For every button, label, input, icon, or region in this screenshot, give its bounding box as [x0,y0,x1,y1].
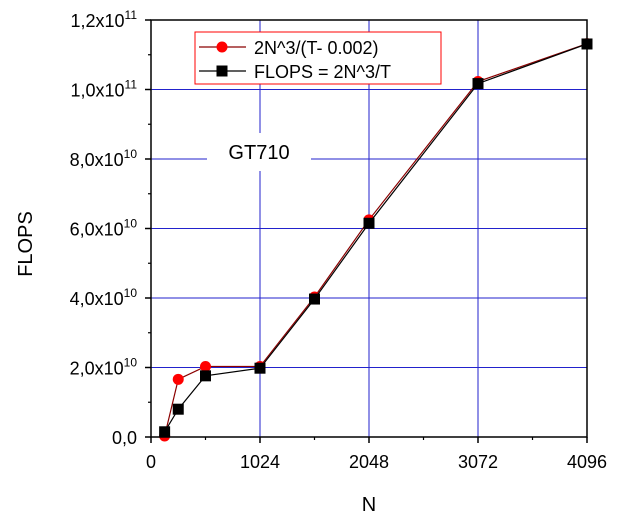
x-tick-label: 2048 [349,452,389,472]
x-tick-label: 3072 [458,452,498,472]
series-1-point [172,373,184,385]
legend-label-1: 2N^3/(T- 0.002) [254,38,379,58]
series-2-point [159,426,171,438]
x-tick-label: 1024 [240,452,280,472]
y-tick-label: 1,2x1011 [70,8,137,31]
legend: 2N^3/(T- 0.002) FLOPS = 2N^3/T [194,31,442,85]
series-1-line [164,43,588,437]
legend-box [194,31,442,85]
series-2-point [254,362,266,374]
x-axis-label: N [362,494,376,516]
y-tick-label: 4,0x1010 [70,286,138,309]
annotation-label: GT710 [228,142,289,164]
gt710-annotation: GT710 [207,133,311,171]
y-tick-label: 2,0x1010 [70,356,138,379]
series-layer [159,38,593,442]
x-tick-label: 0 [146,452,156,472]
series-1-point [200,360,211,372]
series-2-point [309,293,320,305]
y-tick-label: 1,0x1011 [70,78,137,101]
series-2-point [200,370,211,382]
series-1 [159,38,593,442]
y-tick-labels: 0,0 2,0x1010 4,0x1010 6,0x1010 8,0x1010 1,0x1… [70,8,138,448]
series-2-point [472,78,484,90]
series-2-point [363,217,375,229]
series-2 [159,38,593,438]
series-2-point [172,403,184,415]
x-tick-label: 4096 [567,452,607,472]
series-2-line [164,43,588,433]
y-tick-label: 8,0x1010 [70,147,138,170]
legend-label-2: FLOPS = 2N^3/T [254,62,391,82]
axis-ticks [145,19,588,443]
legend-marker-1 [216,41,228,53]
legend-marker-2 [216,65,228,77]
y-axis-label: FLOPS [15,211,37,277]
y-tick-label: 6,0x1010 [70,217,138,240]
y-tick-label: 0,0 [112,428,137,448]
x-tick-labels: 0 1024 2048 3072 4096 [146,452,607,472]
